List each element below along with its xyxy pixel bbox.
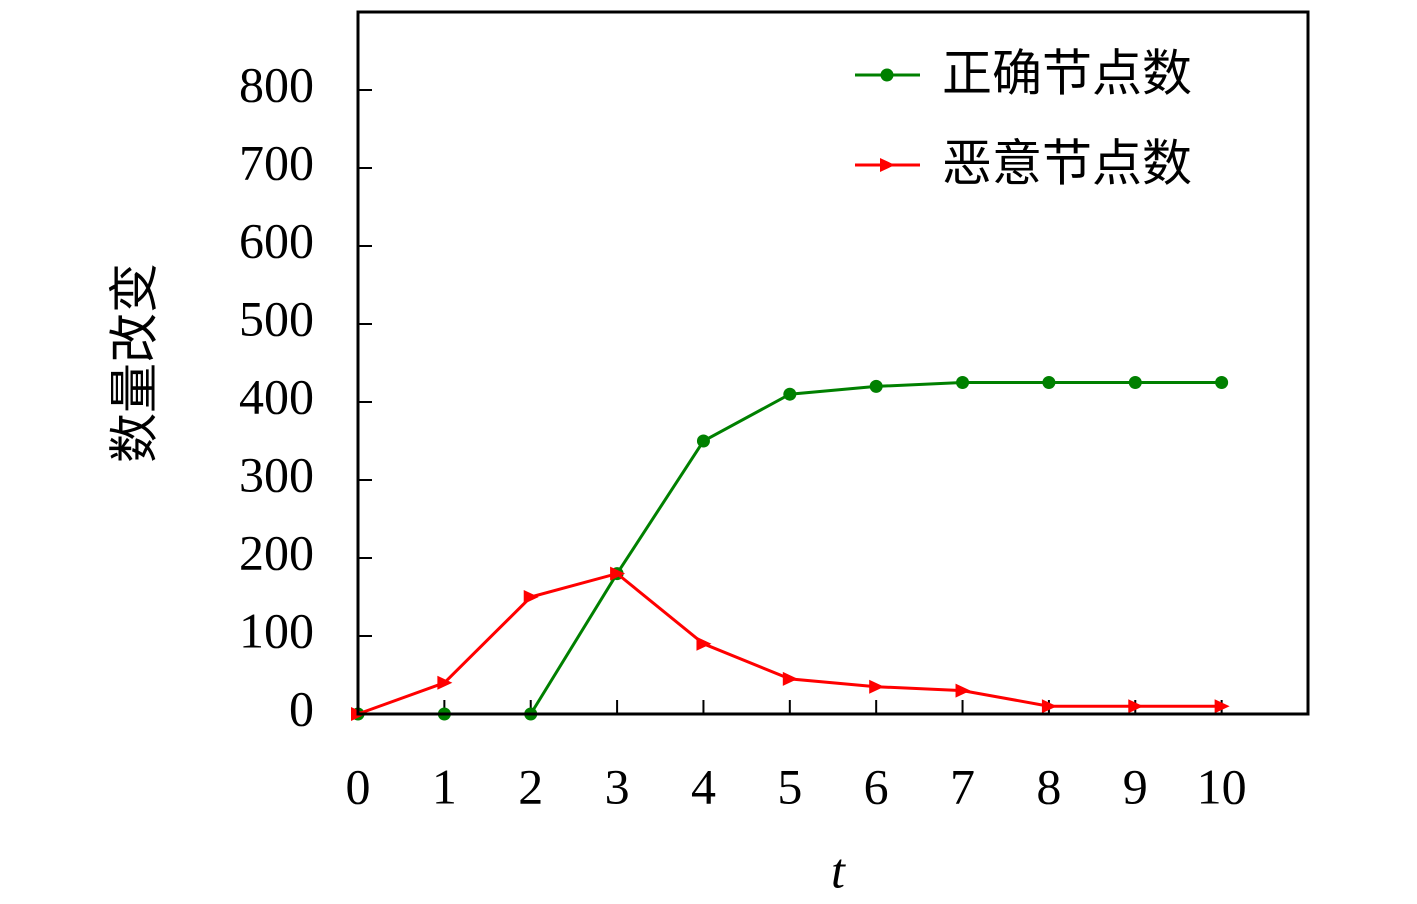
marker bbox=[880, 68, 894, 82]
x-tick-label: 10 bbox=[1197, 758, 1247, 814]
series-line bbox=[358, 381, 1222, 716]
marker bbox=[1214, 699, 1230, 714]
marker bbox=[1128, 376, 1142, 389]
plot-frame bbox=[356, 10, 1310, 716]
x-tick-label: 9 bbox=[1123, 758, 1148, 814]
marker bbox=[1215, 376, 1229, 389]
marker bbox=[869, 379, 883, 393]
marker bbox=[437, 675, 453, 690]
x-tick-label: 6 bbox=[864, 758, 889, 814]
marker bbox=[783, 387, 797, 401]
marker bbox=[696, 434, 710, 448]
series-line bbox=[357, 571, 1222, 716]
marker bbox=[880, 158, 895, 172]
y-tick-label: 600 bbox=[239, 212, 314, 268]
y-tick-label: 200 bbox=[239, 524, 314, 580]
y-tick-label: 400 bbox=[239, 368, 314, 424]
x-axis-label: t bbox=[831, 842, 846, 898]
y-tick-label: 800 bbox=[239, 56, 314, 112]
marker bbox=[956, 376, 970, 389]
marker bbox=[955, 683, 971, 698]
y-tick-label: 300 bbox=[239, 446, 314, 502]
marker bbox=[1128, 699, 1144, 714]
marker bbox=[782, 671, 798, 686]
marker bbox=[610, 566, 626, 581]
marker bbox=[523, 590, 539, 604]
marker bbox=[1041, 699, 1057, 714]
x-tick-label: 8 bbox=[1036, 758, 1061, 814]
y-tick-label: 500 bbox=[239, 290, 314, 346]
x-tick-label: 1 bbox=[432, 758, 457, 814]
y-axis-label: 数量改变 bbox=[106, 263, 162, 463]
legend-label: 恶意节点数 bbox=[942, 135, 1192, 191]
y-tick-label: 100 bbox=[239, 602, 314, 658]
x-tick-label: 0 bbox=[346, 758, 371, 814]
marker bbox=[869, 679, 885, 694]
x-tick-label: 2 bbox=[518, 758, 543, 814]
x-tick-label: 3 bbox=[605, 758, 630, 814]
marker bbox=[696, 636, 712, 651]
x-tick-label: 7 bbox=[950, 758, 975, 814]
x-tick-label: 5 bbox=[777, 758, 802, 814]
legend-label: 正确节点数 bbox=[942, 45, 1192, 101]
x-tick-label: 4 bbox=[691, 758, 716, 814]
y-tick-label: 0 bbox=[289, 680, 314, 736]
marker bbox=[1042, 376, 1056, 389]
y-tick-label: 700 bbox=[239, 134, 314, 190]
